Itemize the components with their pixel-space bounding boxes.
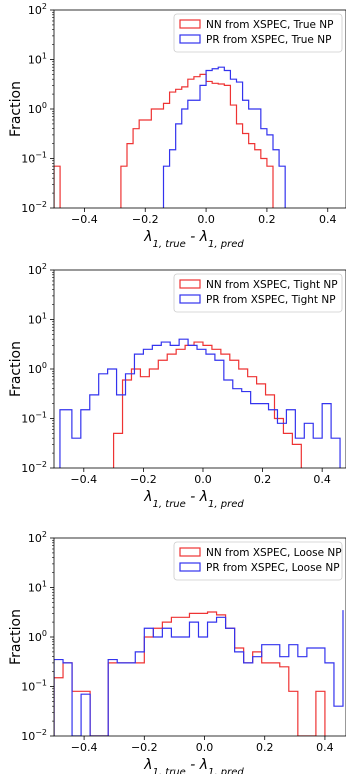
legend-entry-pr: PR from XSPEC, Tight NP — [206, 294, 336, 306]
x-tick-label: 0.2 — [256, 741, 274, 754]
y-axis-label: Fraction — [8, 609, 24, 665]
y-tick-label: 10−2 — [21, 200, 47, 215]
series-nn-2 — [112, 341, 302, 468]
legend-entry-pr: PR from XSPEC, Loose NP — [206, 562, 340, 574]
legend-swatch-pr — [179, 562, 201, 572]
legend — [173, 273, 343, 313]
x-tick-label: −0.4 — [71, 213, 98, 226]
x-tick-label: 0.0 — [196, 741, 214, 754]
chart-panel-2: −0.4 −0.2 0.0 0.2 0.4 10−2 10−1 100 101 102 Fracti… — [8, 262, 346, 510]
legend-swatch-nn — [179, 279, 201, 289]
y-tick-label: 10−1 — [21, 411, 47, 426]
legend-entry-pr: PR from XSPEC, True NP — [206, 34, 331, 46]
x-tick-label: 0.4 — [313, 473, 331, 486]
legend-swatch-pr — [179, 34, 201, 44]
series-pr-2 — [59, 338, 341, 468]
histogram-nn-1 — [54, 73, 274, 208]
y-tick-label: 10−2 — [21, 728, 47, 743]
y-tick-label: 100 — [28, 361, 47, 376]
x-tick-label: −0.4 — [71, 741, 98, 754]
y-tick-label: 102 — [28, 262, 47, 277]
x-tick-label: −0.2 — [131, 741, 158, 754]
y-tick-label: 102 — [28, 530, 47, 545]
y-tick-label: 101 — [28, 312, 47, 327]
y-axis-label: Fraction — [8, 341, 24, 397]
x-tick-label: 0.2 — [258, 213, 276, 226]
legend-swatch-pr — [179, 294, 201, 304]
y-tick-label: 10−2 — [21, 460, 47, 475]
series-nn-1 — [54, 73, 274, 208]
legend-entry-nn: NN from XSPEC, Tight NP — [206, 279, 338, 291]
series-nn-3 — [54, 611, 326, 736]
x-tick-label: −0.2 — [132, 213, 159, 226]
histogram-pr-2 — [59, 338, 341, 468]
legend-entry-nn: NN from XSPEC, True NP — [206, 19, 333, 31]
legend — [173, 13, 343, 53]
y-tick-label: 101 — [28, 580, 47, 595]
y-tick-label: 102 — [28, 2, 47, 17]
histogram-pr-3 — [54, 610, 344, 736]
legend-swatch-nn — [179, 547, 201, 557]
x-axis-label: λ1, true - λ1, pred — [143, 489, 244, 510]
x-tick-label: 0.2 — [254, 473, 272, 486]
y-tick-label: 101 — [28, 52, 47, 67]
y-tick-label: 100 — [28, 629, 47, 644]
x-axis-label: λ1, true - λ1, pred — [143, 757, 244, 774]
x-axis-label: λ1, true - λ1, pred — [143, 229, 244, 250]
legend-swatch-nn — [179, 19, 201, 29]
x-tick-label: 0.0 — [194, 473, 212, 486]
chart-panel-3: −0.4 −0.2 0.0 0.2 0.4 10−2 10−1 100 101 102 Fracti… — [8, 530, 346, 774]
x-tick-label: 0.4 — [319, 213, 337, 226]
x-tick-label: −0.2 — [130, 473, 157, 486]
legend-entry-nn: NN from XSPEC, Loose NP — [206, 547, 342, 559]
x-tick-label: −0.4 — [70, 473, 97, 486]
chart-panel-1: −0.4 −0.2 0.0 0.2 0.4 10−2 10−1 100 101 102 Fracti… — [8, 2, 346, 250]
x-tick-label: 0.4 — [316, 741, 334, 754]
y-axis-label: Fraction — [8, 81, 24, 137]
y-tick-label: 10−1 — [21, 151, 47, 166]
legend — [173, 541, 343, 581]
histogram-pr-1 — [162, 66, 286, 208]
histogram-nn-2 — [112, 341, 302, 468]
y-tick-label: 10−1 — [21, 679, 47, 694]
x-tick-label: 0.0 — [197, 213, 215, 226]
series-pr-3 — [54, 610, 344, 736]
y-tick-label: 100 — [28, 101, 47, 116]
histogram-nn-3 — [54, 611, 326, 736]
series-pr-1 — [162, 66, 286, 208]
